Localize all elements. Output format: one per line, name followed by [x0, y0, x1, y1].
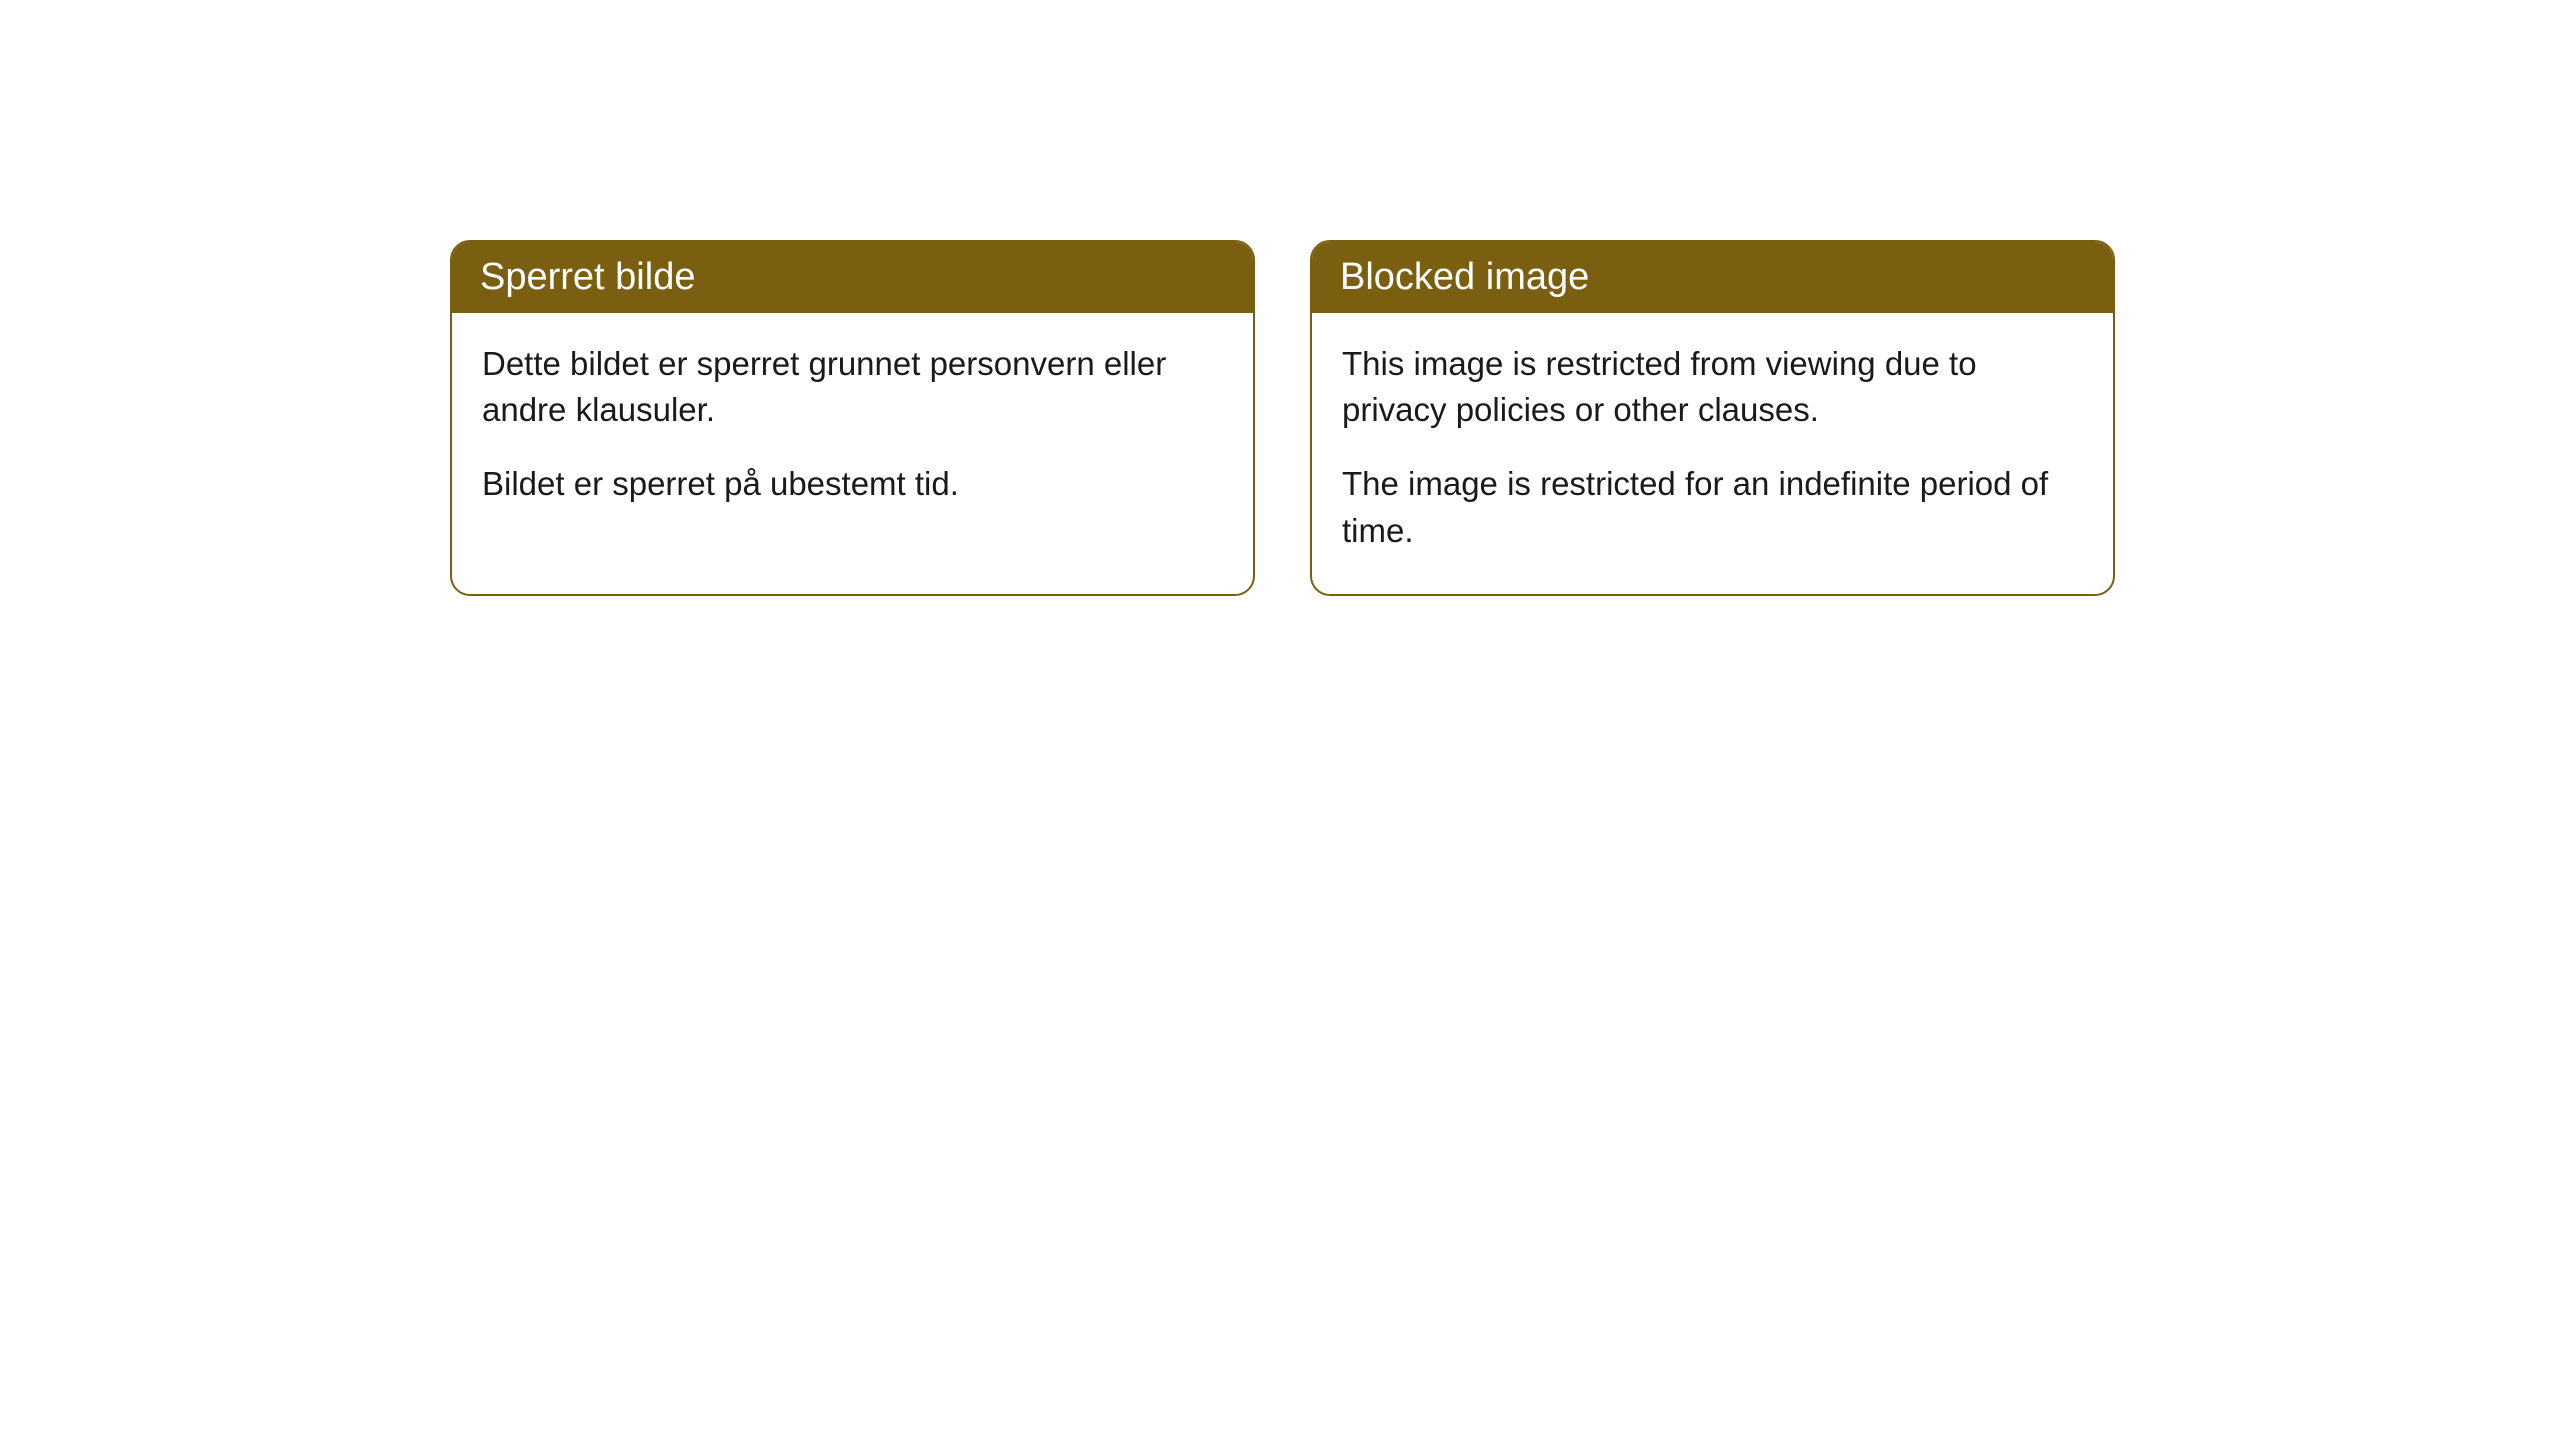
card-text-en-2: The image is restricted for an indefinit…	[1342, 461, 2083, 553]
card-text-no-1: Dette bildet er sperret grunnet personve…	[482, 341, 1223, 433]
card-header-no: Sperret bilde	[452, 242, 1253, 313]
card-body-en: This image is restricted from viewing du…	[1312, 313, 2113, 594]
blocked-image-card-en: Blocked image This image is restricted f…	[1310, 240, 2115, 596]
card-text-no-2: Bildet er sperret på ubestemt tid.	[482, 461, 1223, 507]
card-text-en-1: This image is restricted from viewing du…	[1342, 341, 2083, 433]
card-header-en: Blocked image	[1312, 242, 2113, 313]
cards-container: Sperret bilde Dette bildet er sperret gr…	[450, 240, 2115, 596]
card-body-no: Dette bildet er sperret grunnet personve…	[452, 313, 1253, 548]
blocked-image-card-no: Sperret bilde Dette bildet er sperret gr…	[450, 240, 1255, 596]
